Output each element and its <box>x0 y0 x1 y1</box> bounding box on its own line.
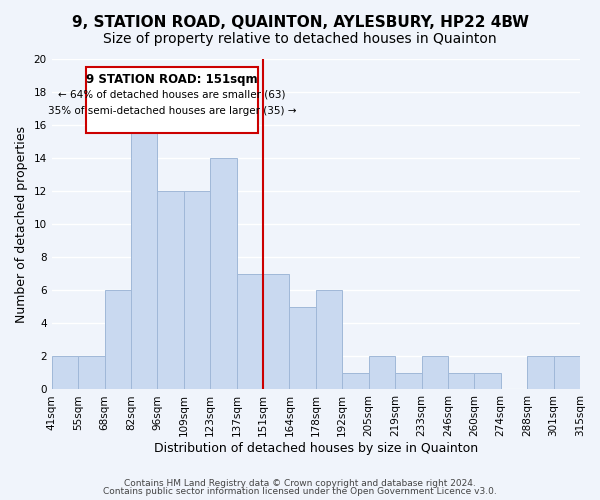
Text: 35% of semi-detached houses are larger (35) →: 35% of semi-detached houses are larger (… <box>47 106 296 116</box>
Bar <box>263 274 289 390</box>
Bar <box>316 290 342 390</box>
Bar <box>395 373 421 390</box>
Bar <box>368 356 395 390</box>
Text: 9 STATION ROAD: 151sqm: 9 STATION ROAD: 151sqm <box>86 73 257 86</box>
Bar <box>448 373 475 390</box>
Text: Size of property relative to detached houses in Quainton: Size of property relative to detached ho… <box>103 32 497 46</box>
X-axis label: Distribution of detached houses by size in Quainton: Distribution of detached houses by size … <box>154 442 478 455</box>
Text: ← 64% of detached houses are smaller (63): ← 64% of detached houses are smaller (63… <box>58 90 286 100</box>
Bar <box>342 373 368 390</box>
Bar <box>104 290 131 390</box>
Bar <box>236 274 263 390</box>
Bar <box>421 356 448 390</box>
Bar <box>289 307 316 390</box>
Bar <box>527 356 554 390</box>
Y-axis label: Number of detached properties: Number of detached properties <box>15 126 28 322</box>
Bar <box>210 158 236 390</box>
FancyBboxPatch shape <box>86 68 258 134</box>
Text: 9, STATION ROAD, QUAINTON, AYLESBURY, HP22 4BW: 9, STATION ROAD, QUAINTON, AYLESBURY, HP… <box>71 15 529 30</box>
Bar <box>78 356 104 390</box>
Bar <box>157 191 184 390</box>
Bar <box>475 373 501 390</box>
Bar <box>554 356 580 390</box>
Bar <box>131 125 157 390</box>
Bar <box>52 356 78 390</box>
Text: Contains public sector information licensed under the Open Government Licence v3: Contains public sector information licen… <box>103 487 497 496</box>
Bar <box>184 191 210 390</box>
Text: Contains HM Land Registry data © Crown copyright and database right 2024.: Contains HM Land Registry data © Crown c… <box>124 478 476 488</box>
